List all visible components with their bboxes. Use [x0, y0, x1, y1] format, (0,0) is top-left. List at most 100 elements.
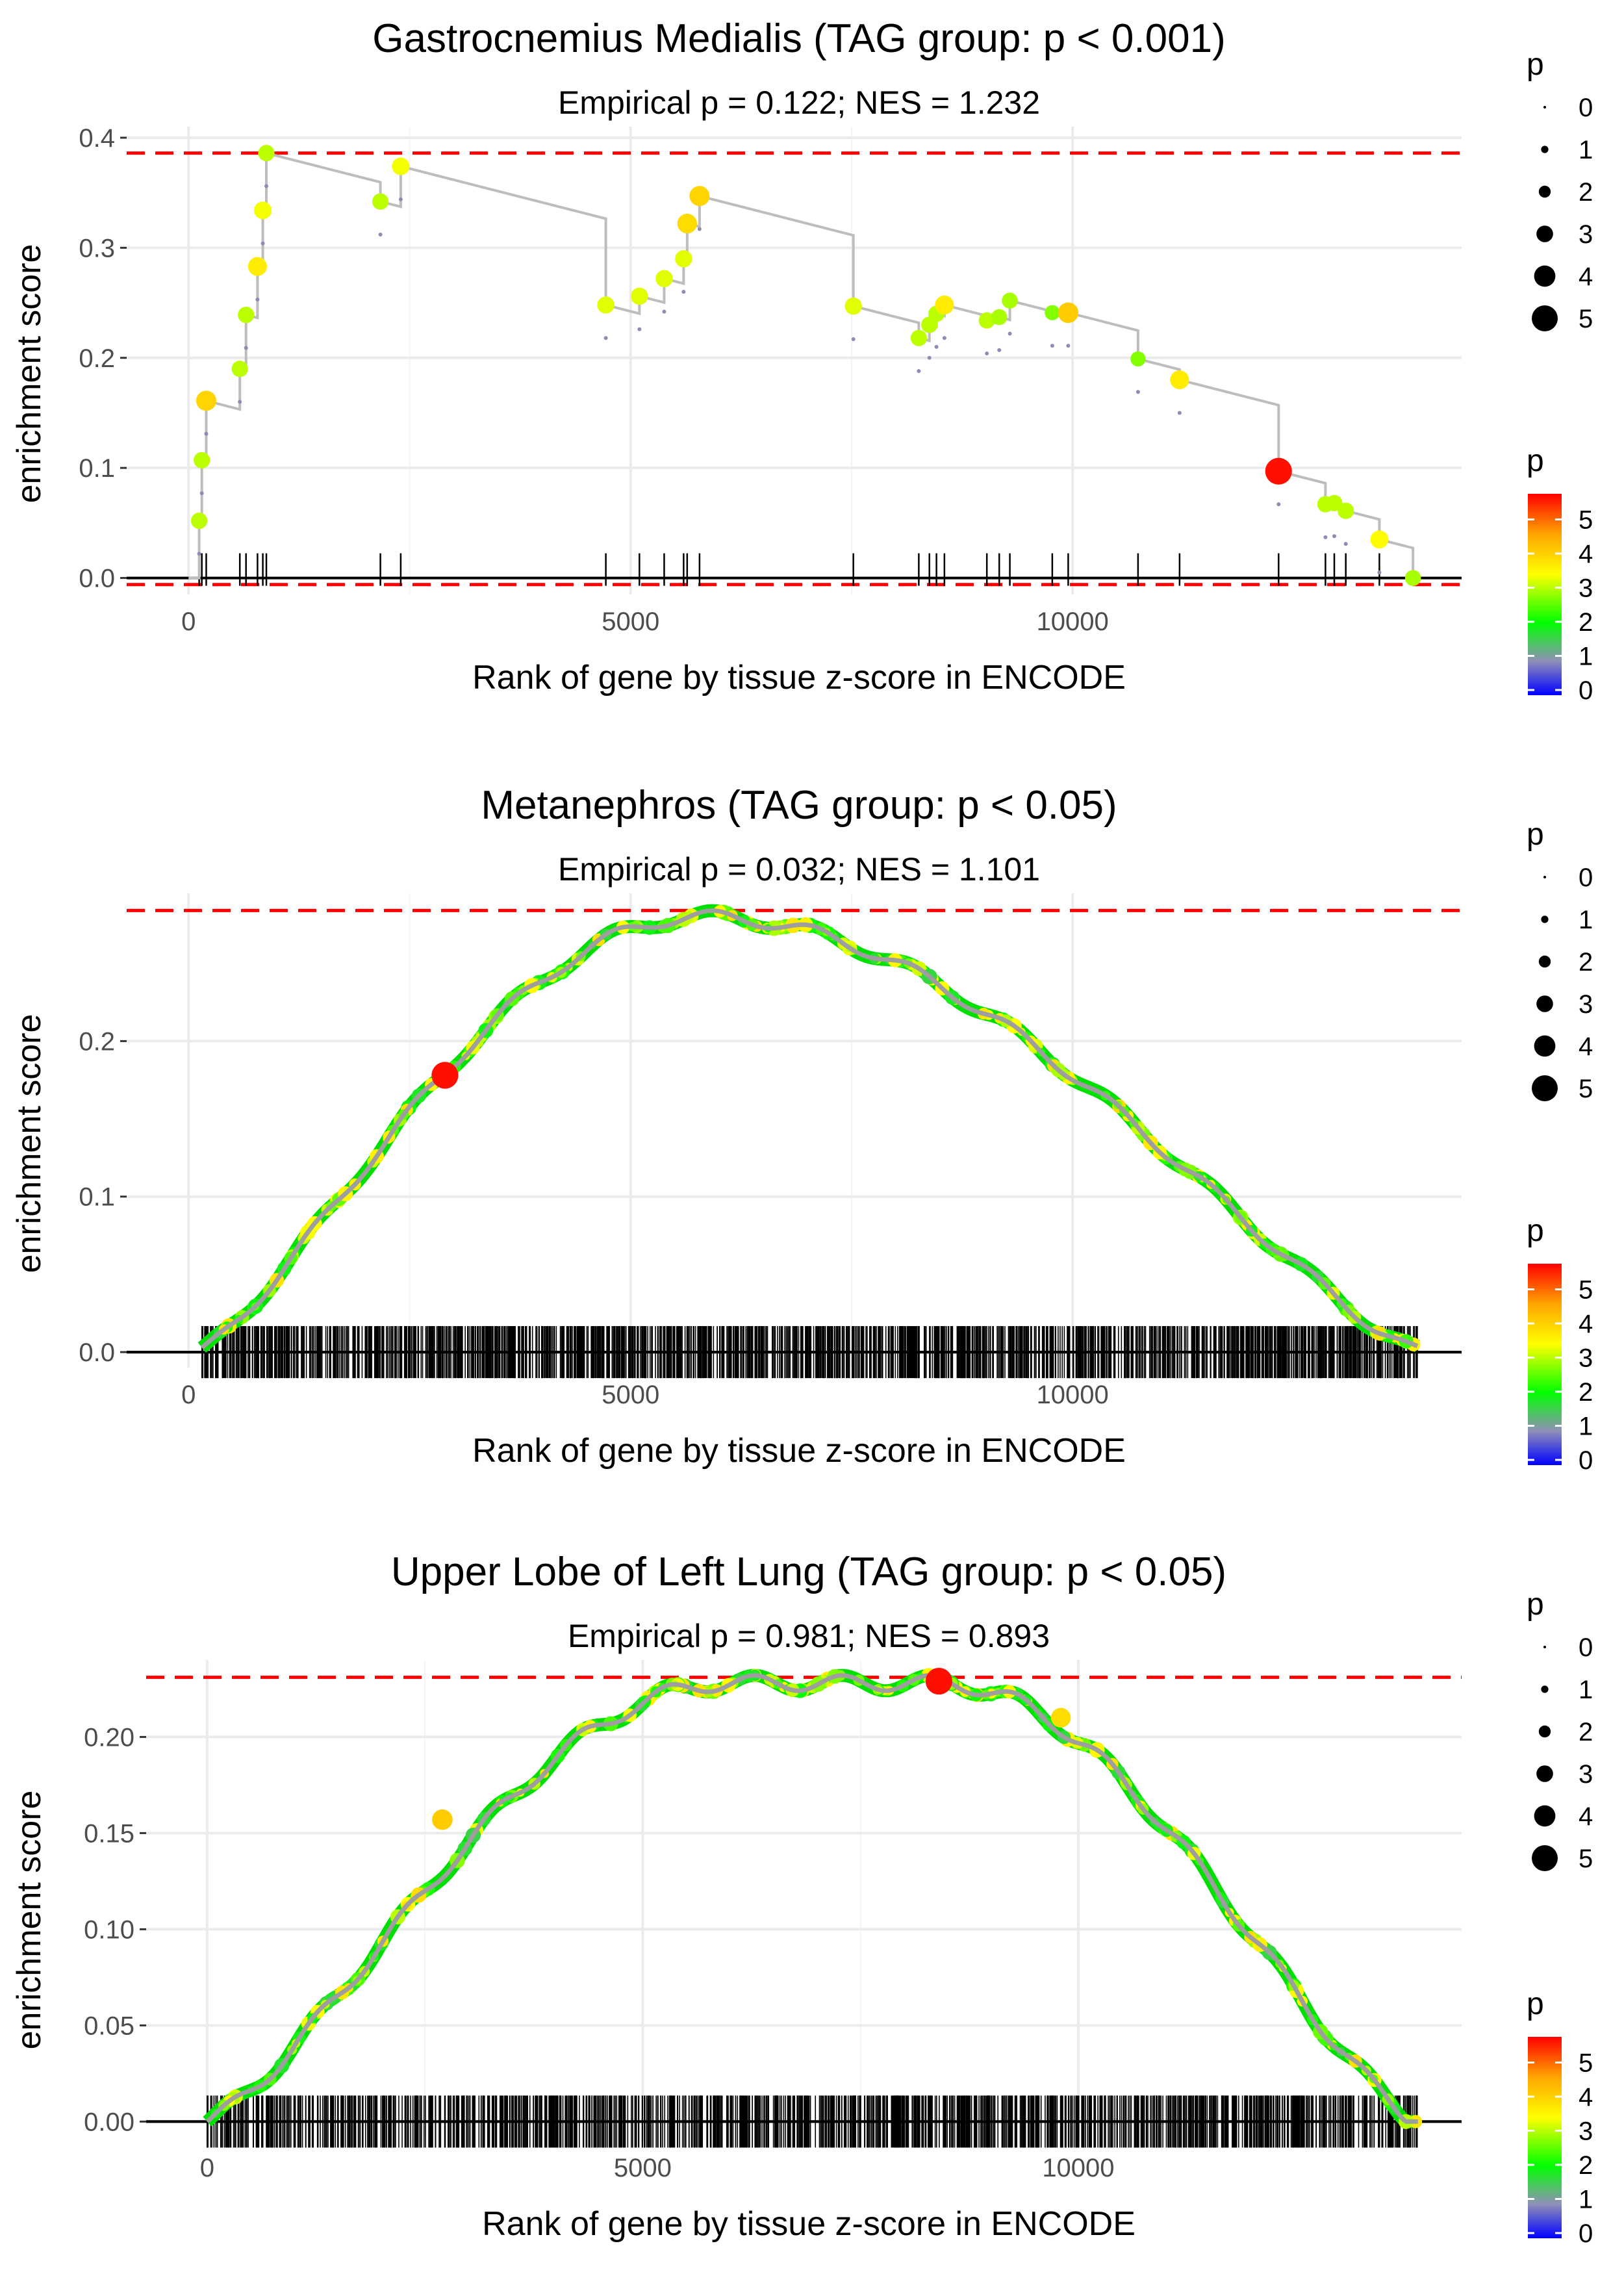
legend-size-label: 3 — [1579, 990, 1593, 1019]
legend-size-label: 3 — [1579, 1760, 1593, 1789]
legend-color: p 0 1 2 3 4 5 — [1527, 444, 1593, 705]
legend-color-label: 4 — [1579, 2083, 1593, 2112]
y-axis-title: enrichment score — [10, 1014, 48, 1273]
legend-size-label: 5 — [1579, 305, 1593, 333]
legend-size-label: 1 — [1579, 136, 1593, 164]
drop-marker — [1377, 570, 1382, 575]
y-tick-label: 0.20 — [84, 1723, 134, 1752]
hit-point — [190, 512, 208, 530]
legend-color-title: p — [1527, 1987, 1544, 2021]
legend-size-key — [1543, 1646, 1546, 1648]
hit-point — [1404, 570, 1421, 586]
drop-marker — [1136, 390, 1140, 394]
legend-size-key — [1534, 1805, 1556, 1827]
x-tick-label: 10000 — [1042, 2154, 1114, 2182]
drop-marker — [1066, 344, 1071, 348]
legend-size-label: 4 — [1579, 1802, 1593, 1831]
drop-marker — [662, 309, 666, 314]
legend-color-label: 1 — [1579, 2186, 1593, 2214]
x-tick-label: 5000 — [614, 2154, 672, 2182]
hit-point — [1170, 370, 1189, 390]
legend-color-label: 3 — [1579, 1344, 1593, 1373]
enrichment-line — [205, 1673, 1418, 2124]
legend-size-label: 4 — [1579, 262, 1593, 291]
drop-marker — [934, 344, 939, 349]
enrichment-line-halo — [203, 1668, 1423, 2128]
x-tick-label: 0 — [181, 607, 196, 636]
legend-size-title: p — [1527, 47, 1544, 82]
legend-size-key — [1543, 106, 1546, 109]
y-tick-label: 0.00 — [84, 2108, 134, 2136]
drop-marker — [697, 227, 702, 231]
drop-marker — [927, 355, 932, 360]
x-axis-title: Rank of gene by tissue z-score in ENCODE — [472, 1432, 1126, 1470]
hit-point — [677, 213, 697, 234]
hit-point — [1326, 494, 1343, 511]
hit-point — [194, 452, 210, 468]
drop-marker — [681, 290, 686, 294]
x-tick-label: 10000 — [1037, 607, 1109, 636]
legend-size-label: 0 — [1579, 94, 1593, 122]
rug-ticks — [207, 2095, 1418, 2148]
legend-color-label: 2 — [1579, 1378, 1593, 1407]
legend-size-key — [1532, 1075, 1558, 1101]
panel-gastrocnemius: Gastrocnemius Medialis (TAG group: p < 0… — [10, 16, 1593, 705]
legend-size-key — [1536, 1765, 1553, 1782]
y-tick-label: 0.2 — [79, 1027, 115, 1056]
drop-marker — [851, 337, 856, 341]
legend-color-label: 3 — [1579, 574, 1593, 603]
panel-metanephros: Metanephros (TAG group: p < 0.05) Empiri… — [10, 783, 1593, 1475]
legend-size-label: 5 — [1579, 1075, 1593, 1103]
hit-point — [935, 295, 954, 314]
x-tick-label: 5000 — [602, 607, 659, 636]
y-tick-label: 0.3 — [79, 234, 115, 262]
legend-size-title: p — [1527, 817, 1544, 852]
y-tick-label: 0.10 — [84, 1915, 134, 1944]
drop-marker — [255, 297, 260, 301]
legend-color-label: 0 — [1579, 1446, 1593, 1475]
highlight-hit-point — [1050, 1707, 1071, 1728]
legend-size-title: p — [1527, 1587, 1544, 1622]
y-tick-label: 0.0 — [79, 1338, 115, 1367]
hit-point — [254, 201, 272, 220]
legend-color-label: 0 — [1579, 676, 1593, 705]
legend-size-key — [1534, 265, 1556, 287]
legend-color-label: 5 — [1579, 506, 1593, 535]
y-axis-title: enrichment score — [10, 244, 48, 504]
legend-size-label: 4 — [1579, 1032, 1593, 1061]
legend-size-key — [1541, 146, 1549, 153]
legend-color: p 0 1 2 3 4 5 — [1527, 1214, 1593, 1475]
hit-point — [844, 297, 862, 315]
hit-point — [910, 329, 927, 346]
legend-color-label: 4 — [1579, 540, 1593, 568]
drop-marker — [378, 233, 383, 237]
hit-point — [196, 390, 216, 411]
drop-marker — [1050, 344, 1054, 348]
legend-color-title: p — [1527, 1214, 1544, 1248]
drop-marker — [1177, 411, 1182, 415]
drop-marker — [942, 336, 946, 340]
hit-point — [675, 250, 692, 268]
legend-size-label: 5 — [1579, 1845, 1593, 1873]
drop-marker — [1323, 535, 1328, 539]
x-tick-label: 0 — [200, 2154, 214, 2182]
x-tick-label: 5000 — [602, 1381, 659, 1409]
hit-point — [689, 186, 710, 207]
drop-marker — [238, 400, 242, 404]
svg-text:enrichment score: enrichment score — [10, 1791, 48, 2050]
legend-color-label: 5 — [1579, 1276, 1593, 1305]
hit-point — [1058, 302, 1079, 324]
drop-marker — [264, 184, 269, 188]
legend-size: p 0 1 2 3 4 5 — [1527, 47, 1593, 333]
highlight-hit-point — [432, 1809, 453, 1830]
highlight-hit-point — [431, 1062, 459, 1089]
legend-color-label: 2 — [1579, 608, 1593, 637]
enrichment-line — [200, 908, 1419, 1349]
hit-point — [392, 157, 410, 175]
drop-marker — [1008, 331, 1012, 336]
hit-point — [1338, 502, 1354, 519]
legend-size-key — [1532, 305, 1558, 331]
legend-color-label: 2 — [1579, 2151, 1593, 2180]
drop-marker — [997, 348, 1002, 352]
